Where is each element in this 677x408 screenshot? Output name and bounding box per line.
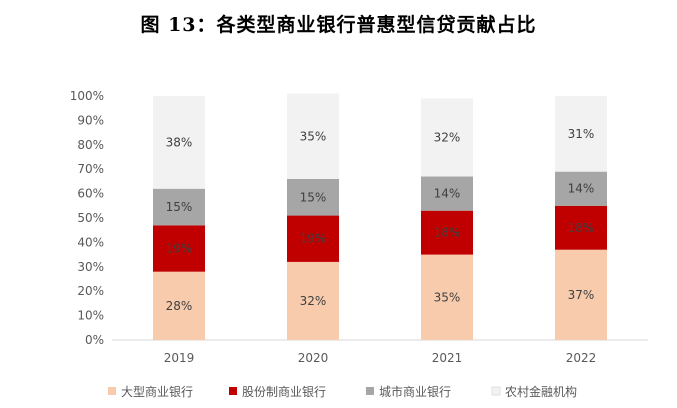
data-label: 32%	[434, 130, 461, 144]
data-label: 19%	[166, 242, 193, 256]
y-tick-label: 20%	[77, 284, 104, 298]
bar-segment	[555, 171, 607, 206]
bar-segment	[287, 215, 339, 262]
bar-segment	[153, 188, 205, 226]
bar-segment	[287, 93, 339, 179]
data-label: 32%	[300, 294, 327, 308]
bar-segment	[421, 98, 473, 177]
data-label: 14%	[434, 187, 461, 201]
bar-segment	[287, 178, 339, 216]
x-tick-label: 2021	[432, 351, 463, 365]
data-label: 14%	[568, 182, 595, 196]
legend-swatch	[108, 387, 116, 395]
bar-segment	[153, 225, 205, 272]
y-tick-label: 40%	[77, 235, 104, 249]
y-tick-label: 90%	[77, 113, 104, 127]
x-tick-label: 2022	[566, 351, 597, 365]
chart-title: 图 13：各类型商业银行普惠型信贷贡献占比	[140, 14, 537, 36]
legend-label: 大型商业银行	[121, 384, 193, 399]
legend: 大型商业银行 股份制商业银行 城市商业银行 农村金融机构	[108, 384, 577, 399]
y-tick-label: 80%	[77, 138, 104, 152]
legend-label: 农村金融机构	[505, 384, 577, 399]
y-tick-label: 0%	[85, 333, 104, 347]
legend-swatch	[366, 387, 374, 395]
bar-segment	[555, 96, 607, 172]
y-tick-label: 30%	[77, 260, 104, 274]
data-label: 28%	[166, 299, 193, 313]
bar-segment	[421, 254, 473, 340]
data-label: 37%	[568, 288, 595, 302]
x-axis: 2019 2020 2021 2022	[164, 351, 597, 365]
x-tick-label: 2019	[164, 351, 195, 365]
legend-swatch	[491, 386, 501, 396]
data-label: 31%	[568, 127, 595, 141]
data-label: 35%	[300, 129, 327, 143]
y-tick-label: 70%	[77, 162, 104, 176]
bar-segment	[421, 210, 473, 255]
y-axis: 0% 10% 20% 30% 40% 50% 60% 70% 80% 90% 100%	[70, 89, 104, 347]
data-label: 38%	[166, 135, 193, 149]
bar-segment	[153, 96, 205, 189]
data-label: 18%	[568, 221, 595, 235]
data-label: 35%	[434, 290, 461, 304]
data-label: 15%	[300, 190, 327, 204]
legend-label: 城市商业银行	[379, 384, 451, 399]
y-tick-label: 10%	[77, 309, 104, 323]
legend-label: 股份制商业银行	[242, 384, 326, 399]
bar-segment	[153, 271, 205, 340]
y-tick-label: 50%	[77, 211, 104, 225]
bar-segment	[555, 249, 607, 340]
data-label: 18%	[434, 226, 461, 240]
y-tick-label: 100%	[70, 89, 104, 103]
y-tick-label: 60%	[77, 187, 104, 201]
bar-segment	[287, 261, 339, 340]
data-label: 15%	[166, 200, 193, 214]
legend-swatch	[229, 387, 237, 395]
data-label: 19%	[300, 232, 327, 246]
bar-segment	[421, 176, 473, 211]
bar-segment	[555, 205, 607, 250]
bars-group: 28% 19% 15% 38% 32% 19% 15% 35% 35% 18% 14% 32% 37% 1…	[153, 93, 607, 340]
x-tick-label: 2020	[298, 351, 329, 365]
